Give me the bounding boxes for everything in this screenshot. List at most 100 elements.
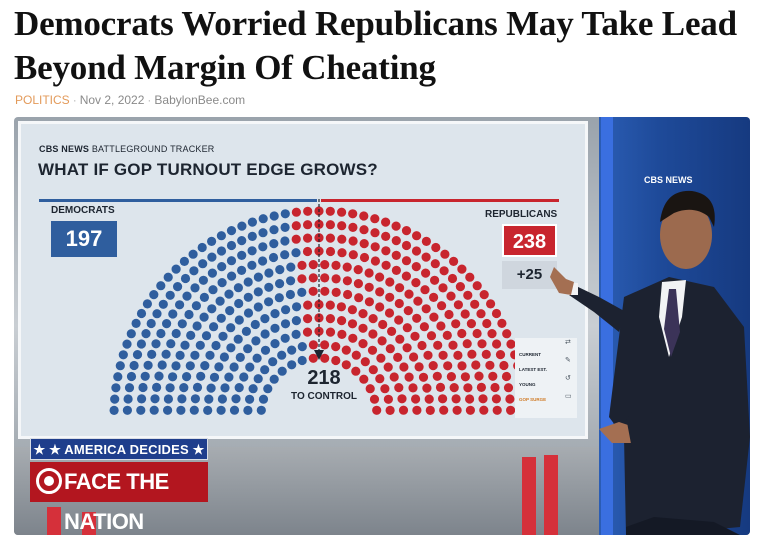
rep-seat: [499, 360, 509, 371]
rep-seat: [410, 331, 420, 341]
rep-seat: [348, 236, 358, 246]
dem-seat: [224, 289, 234, 299]
dem-seat: [277, 366, 287, 376]
rep-seat: [325, 220, 335, 230]
rep-seat: [506, 405, 516, 415]
rep-seat: [413, 296, 423, 306]
dem-seat: [124, 383, 135, 393]
dem-seat: [281, 305, 291, 315]
dem-seat: [171, 328, 181, 339]
article-photo: CBS NEWS CBS NEWS BATTLEGROUND TRACKER W…: [14, 117, 750, 535]
dem-seat: [275, 279, 285, 289]
dem-seat: [136, 339, 146, 349]
rep-seat: [403, 306, 413, 316]
dem-seat: [227, 271, 237, 281]
toggle-icon[interactable]: ⇄: [565, 339, 571, 346]
rep-seat: [325, 314, 335, 324]
rep-seat: [375, 302, 385, 312]
rep-seat: [418, 372, 429, 382]
dem-seat: [252, 353, 262, 363]
rep-seat: [449, 256, 459, 266]
screen-icon[interactable]: ▭: [565, 393, 572, 400]
menu-item-latest[interactable]: LATEST EST.: [519, 367, 547, 372]
article-category[interactable]: POLITICS: [15, 93, 70, 107]
rep-seat: [359, 211, 369, 221]
menu-item-young[interactable]: YOUNG: [519, 382, 536, 387]
dem-seat: [122, 405, 132, 415]
dem-seat: [274, 293, 284, 303]
dem-seat: [150, 394, 160, 404]
rep-seat: [466, 319, 476, 329]
menu-item-current[interactable]: CURRENT: [519, 352, 541, 357]
dem-seat: [226, 256, 237, 266]
dem-seat: [280, 209, 290, 219]
dem-seat: [258, 228, 268, 238]
rep-seat: [399, 362, 409, 372]
rep-seat: [347, 319, 358, 329]
dem-seat: [250, 319, 260, 330]
rep-seat: [387, 326, 397, 336]
rep-seat: [476, 382, 486, 392]
rep-seat: [351, 350, 361, 360]
rep-seat: [497, 318, 507, 328]
rep-seat: [359, 225, 369, 235]
dem-seat: [237, 221, 247, 231]
dem-seat: [253, 302, 263, 312]
dem-seat: [243, 308, 254, 318]
rep-seat: [402, 343, 412, 353]
seat-gain: +25: [502, 261, 557, 289]
dem-seat: [199, 312, 209, 322]
rep-seat: [325, 327, 336, 337]
dem-seat: [275, 265, 285, 275]
dem-seat: [216, 231, 226, 241]
dem-seat: [161, 349, 171, 359]
rep-seat: [391, 250, 401, 260]
dem-seat: [198, 275, 208, 285]
rep-seat: [394, 298, 404, 309]
rep-seat: [358, 323, 368, 333]
dem-seat: [168, 309, 178, 319]
dem-seat: [286, 262, 296, 272]
rep-seat: [347, 305, 357, 315]
rep-seat: [424, 394, 434, 404]
rep-seat: [369, 394, 380, 404]
undo-icon[interactable]: ↺: [565, 375, 571, 382]
dem-seat: [182, 372, 192, 382]
dem-seat: [280, 319, 291, 329]
rep-seat: [370, 256, 380, 266]
dem-seat: [268, 252, 279, 263]
rep-seat: [308, 353, 318, 363]
dem-seat: [115, 361, 125, 371]
dem-seat: [264, 268, 274, 278]
dem-seat: [226, 323, 236, 333]
rep-seat: [444, 309, 454, 320]
rep-seat: [331, 355, 341, 366]
dem-seat: [157, 360, 167, 370]
dem-seat: [200, 361, 210, 371]
dem-seat: [118, 350, 128, 360]
studio-pillar: [47, 507, 61, 535]
menu-item-gop-surge[interactable]: GOP SURGE: [519, 397, 547, 402]
rep-seat: [341, 345, 351, 355]
rep-seat: [460, 372, 470, 382]
rep-seat: [308, 273, 318, 283]
rep-seat: [358, 309, 368, 319]
rep-seat: [389, 372, 399, 382]
rep-seat: [331, 274, 341, 284]
rep-seat: [302, 246, 313, 257]
dem-seat: [226, 240, 237, 251]
rep-seat: [404, 289, 414, 299]
rep-seat: [381, 260, 391, 270]
pencil-icon[interactable]: ✎: [565, 357, 571, 364]
rep-seat: [353, 265, 363, 275]
rep-seat: [359, 374, 369, 384]
article-date: Nov 2, 2022: [79, 93, 145, 107]
dem-seat: [286, 276, 296, 286]
rep-seat: [465, 272, 475, 282]
dem-seat: [247, 231, 257, 241]
dem-seat: [226, 343, 236, 353]
rep-seat: [438, 350, 448, 360]
dem-seat: [196, 371, 206, 381]
rep-seat: [421, 252, 431, 262]
dem-seat: [233, 334, 243, 344]
